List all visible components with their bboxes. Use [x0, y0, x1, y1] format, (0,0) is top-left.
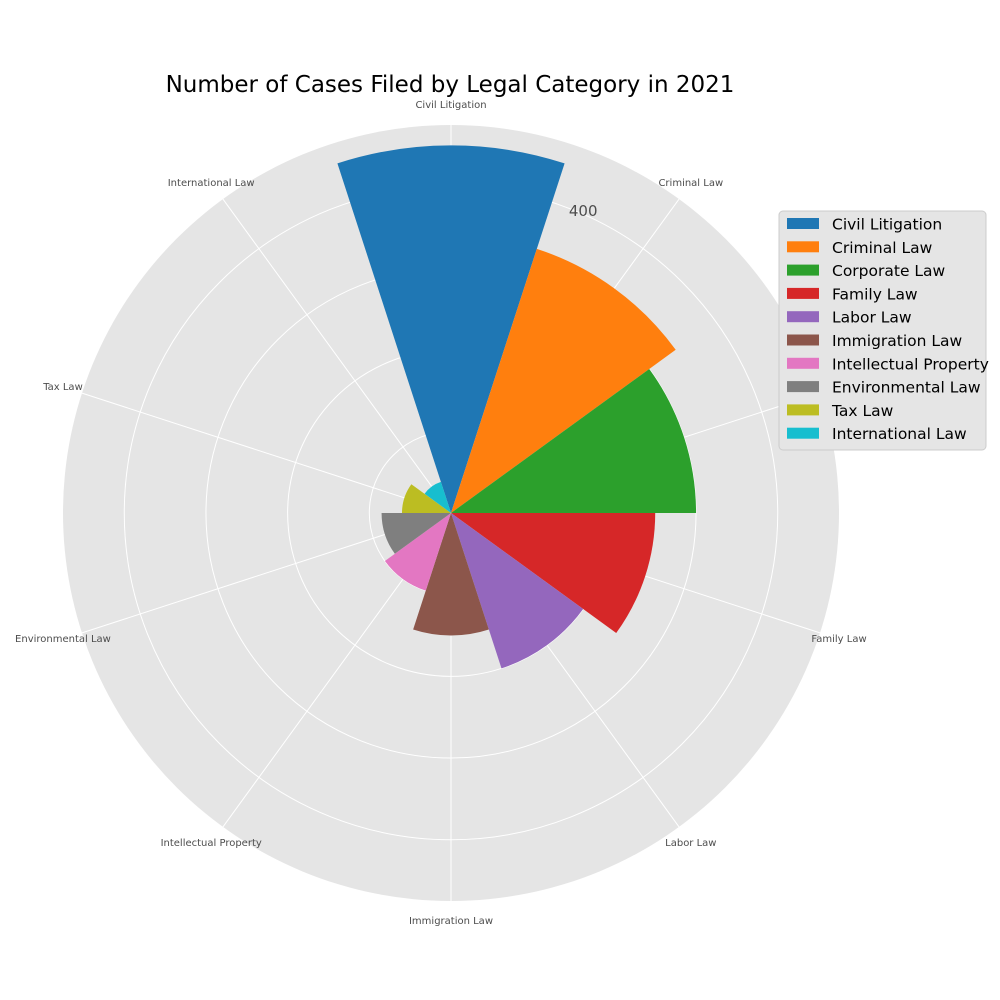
- legend-label: Family Law: [832, 285, 918, 303]
- chart-title: Number of Cases Filed by Legal Category …: [166, 72, 735, 98]
- bar-civil-litigation: [337, 145, 565, 513]
- legend-label: Immigration Law: [832, 332, 963, 350]
- category-label: Labor Law: [665, 838, 716, 849]
- bars-group: [337, 145, 697, 669]
- category-label: International Law: [168, 178, 255, 189]
- radial-tick-labels: 400: [569, 202, 598, 220]
- legend-label: Corporate Law: [832, 262, 946, 280]
- legend-label: International Law: [832, 425, 967, 443]
- legend-swatch: [787, 218, 819, 229]
- bar-environmental-law: [381, 513, 451, 554]
- legend-label: Labor Law: [832, 309, 912, 327]
- category-label: Tax Law: [42, 382, 83, 393]
- legend-label: Intellectual Property: [832, 355, 989, 373]
- bar-family-law: [451, 513, 656, 634]
- radial-tick-label: 400: [569, 202, 598, 220]
- legend-swatch: [787, 241, 819, 253]
- angular-gridline: [81, 392, 452, 514]
- legend-swatch: [787, 357, 819, 369]
- legend-swatch: [787, 381, 819, 393]
- legend-label: Criminal Law: [832, 239, 933, 257]
- bar-labor-law: [451, 513, 584, 669]
- category-label: Civil Litigation: [415, 100, 486, 111]
- legend-swatch: [787, 404, 819, 416]
- legend-swatch: [787, 264, 819, 276]
- legend-label: Tax Law: [831, 402, 894, 420]
- legend-swatch: [787, 427, 819, 439]
- angular-gridline: [222, 198, 452, 514]
- category-label: Environmental Law: [15, 634, 111, 645]
- category-label: Criminal Law: [658, 178, 723, 189]
- bar-intellectual-property: [384, 513, 451, 591]
- bar-criminal-law: [451, 248, 676, 513]
- legend-label: Civil Litigation: [832, 216, 942, 234]
- legend-swatch: [787, 334, 819, 346]
- bar-immigration-law: [413, 513, 489, 636]
- bar-corporate-law: [451, 368, 697, 513]
- bar-international-law: [424, 481, 451, 513]
- legend: Civil Litigation Criminal Law Corporate La…: [778, 210, 989, 451]
- category-label: Immigration Law: [409, 916, 493, 927]
- category-label: Intellectual Property: [161, 838, 262, 849]
- legend-box: [778, 210, 987, 451]
- bar-tax-law: [401, 484, 451, 513]
- category-label: Family Law: [811, 634, 866, 645]
- legend-swatch: [787, 311, 819, 323]
- legend-label: Environmental Law: [832, 379, 981, 397]
- legend-swatch: [787, 287, 819, 299]
